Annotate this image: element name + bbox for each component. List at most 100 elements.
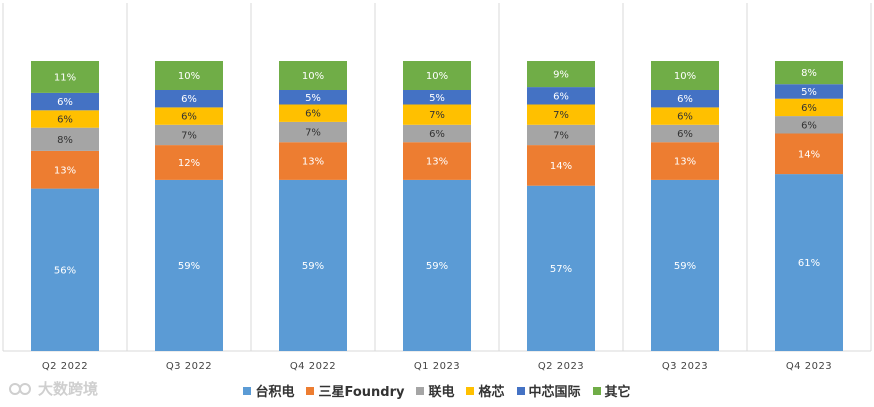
legend-label: 其它 xyxy=(604,385,631,400)
bar-segment xyxy=(651,142,719,180)
bar-segment xyxy=(527,124,595,146)
bar-segment xyxy=(31,92,99,111)
x-tick-label: Q4 2023 xyxy=(786,361,832,372)
x-tick-label: Q4 2022 xyxy=(290,361,336,372)
x-tick-label: Q3 2023 xyxy=(662,361,708,372)
legend-item: 台积电 xyxy=(243,381,294,400)
data-label: 10% xyxy=(426,71,448,82)
data-label: 9% xyxy=(553,70,569,81)
bar-segment xyxy=(31,188,99,351)
bar-segment xyxy=(651,61,719,90)
bar-segment xyxy=(279,104,347,122)
data-label: 6% xyxy=(801,103,817,114)
bar-segment xyxy=(651,179,719,351)
legend-swatch xyxy=(516,386,525,395)
data-label: 6% xyxy=(553,91,569,102)
bar-segment xyxy=(527,61,595,88)
data-label: 59% xyxy=(178,261,200,272)
x-tick-label: Q2 2023 xyxy=(538,361,584,372)
bar-segment xyxy=(403,61,471,90)
data-label: 6% xyxy=(677,129,693,140)
data-label: 7% xyxy=(305,128,321,139)
bar-segment xyxy=(775,98,843,117)
bar-segment xyxy=(31,127,99,151)
data-label: 6% xyxy=(801,120,817,131)
legend-label: 联电 xyxy=(428,385,455,400)
bar-segment xyxy=(279,142,347,180)
data-label: 5% xyxy=(801,87,817,98)
watermark: 大数跨境 xyxy=(8,378,98,399)
bar-segment xyxy=(155,145,223,180)
bar-segment xyxy=(775,174,843,351)
data-label: 13% xyxy=(426,157,448,168)
bar-segment xyxy=(155,124,223,146)
bar-segment xyxy=(527,104,595,125)
data-label: 14% xyxy=(550,161,572,172)
data-label: 6% xyxy=(57,115,73,126)
data-label: 6% xyxy=(57,97,73,108)
data-label: 10% xyxy=(674,71,696,82)
bar-segment xyxy=(403,142,471,180)
watermark-text: 大数跨境 xyxy=(38,380,99,398)
legend-swatch xyxy=(243,386,252,395)
data-label: 61% xyxy=(798,258,820,269)
bar-segment xyxy=(403,179,471,351)
bar-segment xyxy=(279,90,347,105)
data-label: 8% xyxy=(57,135,73,146)
data-label: 5% xyxy=(305,93,321,104)
legend-item: 三星Foundry xyxy=(306,381,404,400)
x-tick-label: Q3 2022 xyxy=(166,361,212,372)
x-tick-label: Q2 2022 xyxy=(42,361,88,372)
bar-segment xyxy=(31,110,99,128)
data-label: 7% xyxy=(553,130,569,141)
data-label: 11% xyxy=(54,72,76,83)
data-label: 59% xyxy=(426,261,448,272)
data-label: 14% xyxy=(798,149,820,160)
bar-segment xyxy=(155,179,223,351)
bar-segment xyxy=(527,145,595,186)
data-label: 13% xyxy=(302,157,324,168)
bar-segment xyxy=(403,124,471,143)
data-label: 6% xyxy=(305,109,321,120)
bar-segment xyxy=(155,90,223,108)
bar-segment xyxy=(651,90,719,108)
data-label: 57% xyxy=(550,264,572,275)
data-label: 59% xyxy=(674,261,696,272)
legend-swatch xyxy=(416,386,425,395)
bar-segment xyxy=(775,61,843,85)
bar-segment xyxy=(155,61,223,90)
bar-segment xyxy=(775,116,843,134)
legend-label: 台积电 xyxy=(255,385,295,400)
data-label: 12% xyxy=(178,158,200,169)
legend-swatch xyxy=(306,386,315,395)
bar-segment xyxy=(403,104,471,125)
stacked-bar-chart: 56% 13% 8% 6% 6% 11% 59% 12% 7% 6% 6% 10% 59% 13% 7% 6%… xyxy=(2,3,872,372)
legend-swatch xyxy=(466,386,475,395)
legend-item: 联电 xyxy=(416,381,454,400)
bar-segment xyxy=(403,90,471,105)
legend-label: 格芯 xyxy=(478,385,505,400)
legend-label: 中芯国际 xyxy=(528,385,581,400)
data-label: 6% xyxy=(677,112,693,123)
data-label: 59% xyxy=(302,261,324,272)
bar-segment xyxy=(527,185,595,351)
bar-segment xyxy=(31,61,99,93)
data-label: 5% xyxy=(429,93,445,104)
data-label: 10% xyxy=(302,71,324,82)
bar-segment xyxy=(527,87,595,105)
bar-segment xyxy=(31,150,99,189)
data-label: 13% xyxy=(674,157,696,168)
legend-item: 其它 xyxy=(592,381,631,400)
bar-segment xyxy=(651,107,719,125)
x-tick-label: Q1 2023 xyxy=(414,361,460,372)
data-label: 56% xyxy=(54,265,76,276)
data-label: 6% xyxy=(181,94,197,105)
bar-segment xyxy=(775,84,843,99)
data-label: 10% xyxy=(178,71,200,82)
data-label: 7% xyxy=(181,130,197,141)
data-label: 13% xyxy=(54,165,76,176)
watermark-logo-icon xyxy=(9,382,31,395)
bar-segment xyxy=(279,179,347,351)
bar-segment xyxy=(279,61,347,90)
data-label: 6% xyxy=(181,112,197,123)
